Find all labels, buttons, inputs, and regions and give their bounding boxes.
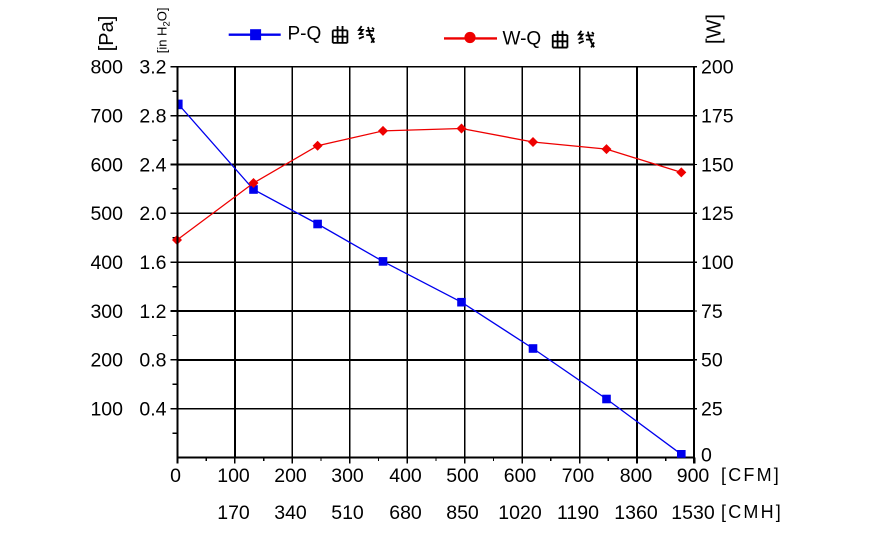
svg-text:900: 900 (677, 465, 710, 487)
svg-text:1530: 1530 (671, 502, 715, 524)
svg-text:3.2: 3.2 (139, 57, 166, 79)
svg-text:850: 850 (446, 502, 479, 524)
svg-text:[W]: [W] (704, 14, 726, 44)
svg-text:25: 25 (701, 399, 723, 421)
svg-text:800: 800 (90, 57, 123, 79)
svg-text:170: 170 (217, 502, 250, 524)
svg-text:[CFM]: [CFM] (721, 465, 781, 485)
svg-text:75: 75 (701, 301, 723, 323)
svg-text:700: 700 (90, 105, 123, 127)
svg-text:175: 175 (701, 105, 734, 127)
svg-text:P-Q: P-Q (288, 24, 322, 45)
svg-text:100: 100 (217, 465, 250, 487)
svg-text:100: 100 (701, 252, 734, 274)
svg-text:150: 150 (701, 154, 734, 176)
svg-text:2.8: 2.8 (139, 105, 166, 127)
svg-text:500: 500 (90, 203, 123, 225)
svg-text:50: 50 (701, 350, 723, 372)
svg-text:1190: 1190 (557, 502, 599, 524)
svg-text:0: 0 (701, 445, 712, 467)
svg-text:[Pa]: [Pa] (96, 16, 118, 52)
svg-text:[in H2O]: [in H2O] (155, 8, 173, 54)
svg-text:100: 100 (90, 399, 123, 421)
svg-text:700: 700 (562, 465, 595, 487)
svg-text:0: 0 (170, 465, 181, 487)
svg-text:200: 200 (701, 57, 734, 79)
svg-text:2.4: 2.4 (139, 154, 166, 176)
svg-text:340: 340 (274, 502, 307, 524)
svg-text:800: 800 (620, 465, 653, 487)
svg-text:400: 400 (90, 252, 123, 274)
svg-text:W-Q: W-Q (503, 29, 542, 50)
svg-text:200: 200 (90, 350, 123, 372)
svg-text:0.4: 0.4 (139, 399, 166, 421)
svg-text:510: 510 (331, 502, 364, 524)
svg-text:600: 600 (504, 465, 537, 487)
svg-text:1020: 1020 (498, 502, 542, 524)
svg-text:1.2: 1.2 (139, 301, 166, 323)
svg-text:200: 200 (274, 465, 307, 487)
svg-text:1.6: 1.6 (139, 252, 166, 274)
svg-text:125: 125 (701, 203, 734, 225)
svg-text:600: 600 (90, 154, 123, 176)
svg-text:300: 300 (331, 465, 364, 487)
svg-text:0.8: 0.8 (139, 350, 166, 372)
svg-text:2.0: 2.0 (139, 203, 166, 225)
svg-text:[CMH]: [CMH] (721, 502, 783, 522)
svg-text:1360: 1360 (614, 502, 658, 524)
svg-text:680: 680 (389, 502, 422, 524)
svg-text:400: 400 (389, 465, 422, 487)
svg-text:300: 300 (90, 301, 123, 323)
svg-text:500: 500 (446, 465, 479, 487)
